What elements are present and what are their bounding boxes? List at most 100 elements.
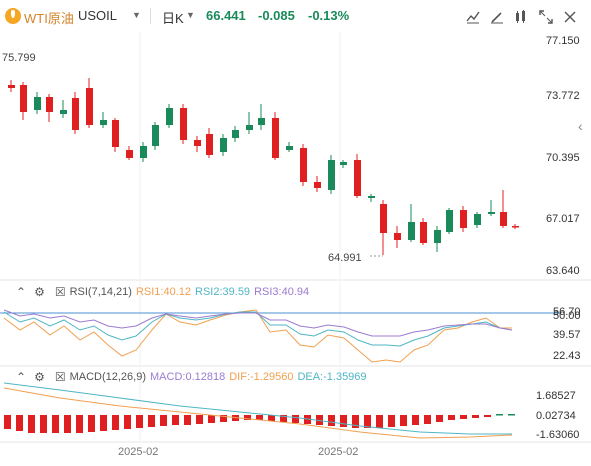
macd-bar	[364, 415, 371, 428]
candle-body	[474, 214, 481, 225]
macd-bar	[484, 415, 491, 417]
candle-body	[512, 226, 519, 228]
candle-body	[408, 222, 415, 240]
dif-line	[3, 387, 513, 439]
macd-bar	[220, 415, 227, 422]
rsi2-line	[3, 311, 513, 347]
draw-icon[interactable]	[489, 9, 505, 25]
macd-bar	[460, 415, 467, 419]
rsi3-value: RSI3:40.94	[254, 286, 310, 298]
rsi-y-label: 50.00	[553, 310, 581, 322]
candle-body	[166, 108, 173, 125]
candle-body	[34, 97, 41, 110]
candle-body	[446, 210, 453, 232]
macd-bar	[256, 415, 263, 420]
candle-body	[46, 97, 53, 112]
indicator-icon[interactable]	[513, 9, 529, 25]
y-axis-label: 73.772	[546, 90, 580, 102]
header-bar: WTI原油 USOIL ▼ 日K ▼ 66.441 -0.085 -0.13%	[0, 0, 591, 32]
macd-bar	[136, 415, 143, 428]
macd-bar	[244, 415, 251, 420]
indicator-box-icon: ☒	[54, 370, 66, 384]
chevron-left-icon[interactable]: ‹	[578, 118, 583, 134]
macd-histogram	[4, 414, 515, 433]
rsi1-value: RSI1:40.12	[135, 286, 192, 298]
y-axis-label: 63.640	[546, 265, 580, 277]
candle-body	[20, 85, 27, 112]
candle-body	[314, 182, 321, 188]
rsi3-line	[3, 309, 513, 337]
candle-body	[194, 140, 201, 146]
rsi-lines	[0, 309, 560, 363]
collapse-icon[interactable]: ⌃	[16, 285, 27, 299]
high-price-label: 75.799	[2, 52, 36, 64]
candle-body	[272, 118, 279, 158]
macd-bar	[172, 415, 179, 425]
x-axis-label: 2025-02	[118, 446, 159, 458]
candle-body	[112, 120, 119, 147]
price-change: -0.085	[258, 8, 295, 23]
macd-bar	[208, 415, 215, 423]
candle-body	[86, 88, 93, 125]
candle-body	[368, 196, 375, 198]
macd-lines	[3, 382, 513, 439]
chevron-down-icon[interactable]: ▼	[186, 10, 195, 20]
candle-body	[460, 210, 467, 228]
macd-bar	[328, 415, 335, 426]
price-change-pct: -0.13%	[308, 8, 350, 23]
candlestick-series	[8, 78, 519, 257]
compare-icon[interactable]	[465, 9, 481, 25]
y-axis-label: 70.395	[546, 152, 580, 164]
macd-bar	[112, 415, 119, 430]
candle-body	[380, 204, 387, 233]
symbol-selector[interactable]: USOIL	[78, 8, 118, 23]
macd-header: ⌃ ⚙ ☒ MACD(12,26,9) MACD:0.12818 DIF:-1.…	[0, 369, 371, 385]
settings-icon[interactable]: ⚙	[34, 285, 45, 299]
candle-body	[258, 118, 265, 125]
collapse-icon[interactable]: ⌃	[16, 370, 27, 384]
settings-icon[interactable]: ⚙	[34, 370, 45, 384]
macd-name: MACD(12,26,9)	[69, 371, 147, 383]
macd-bar	[268, 415, 275, 421]
macd-bar	[64, 415, 71, 433]
macd-bar	[316, 415, 323, 425]
candle-body	[354, 160, 361, 196]
macd-bar	[508, 414, 515, 416]
macd-bar	[76, 415, 83, 433]
dea-value: DEA:-1.35969	[297, 371, 367, 383]
macd-bar	[424, 415, 431, 424]
rsi2-value: RSI2:39.59	[195, 286, 251, 298]
candle-body	[500, 212, 507, 226]
divider	[150, 8, 151, 24]
candle-body	[152, 125, 159, 146]
macd-bar	[280, 415, 287, 422]
candle-body	[220, 138, 227, 152]
macd-bar	[52, 415, 59, 433]
macd-bar	[100, 415, 107, 431]
x-axis-label: 2025-02	[318, 446, 359, 458]
macd-bar	[160, 415, 167, 426]
macd-bar	[436, 415, 443, 422]
close-icon[interactable]	[562, 9, 578, 25]
macd-bar	[148, 415, 155, 427]
candle-body	[126, 150, 133, 158]
rsi-y-label: 22.43	[553, 350, 581, 362]
candle-body	[420, 222, 427, 243]
chevron-down-icon[interactable]: ▼	[132, 10, 141, 20]
macd-bar	[4, 415, 11, 429]
macd-bar	[388, 415, 395, 427]
macd-bar	[376, 415, 383, 428]
macd-bar	[496, 414, 503, 416]
candle-body	[246, 125, 253, 130]
rsi-header: ⌃ ⚙ ☒ RSI(7,14,21) RSI1:40.12 RSI2:39.59…	[0, 284, 313, 300]
candle-body	[206, 134, 213, 155]
period-selector[interactable]: 日K	[162, 11, 184, 26]
instrument-title[interactable]: WTI原油	[24, 11, 74, 26]
rsi-y-label: 56.70	[553, 306, 581, 318]
rsi-name: RSI(7,14,21)	[69, 286, 132, 298]
candle-body	[60, 110, 67, 114]
fullscreen-icon[interactable]	[538, 9, 554, 25]
macd-bar	[40, 415, 47, 433]
candle-body	[488, 212, 495, 214]
